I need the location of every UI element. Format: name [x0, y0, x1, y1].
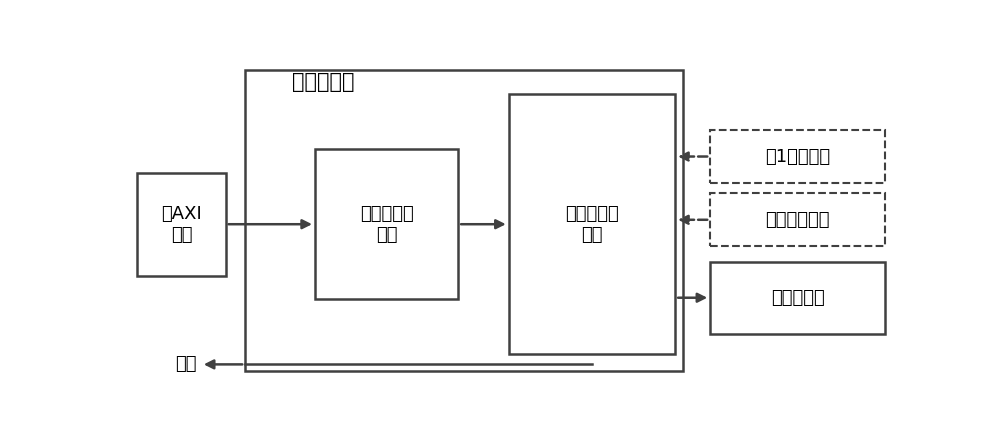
Text: 第一寄存器
单元: 第一寄存器 单元 [360, 205, 414, 244]
Bar [710, 262, 885, 333]
Text: 异常运行信号: 异常运行信号 [765, 211, 830, 229]
Text: 第1类传感器: 第1类传感器 [765, 147, 830, 166]
Bar [315, 149, 458, 299]
Bar [710, 130, 885, 183]
Text: 组合控制状
态机: 组合控制状 态机 [565, 205, 619, 244]
Text: 组合控制器: 组合控制器 [292, 72, 354, 92]
Bar [710, 194, 885, 246]
Bar [509, 94, 675, 354]
Bar [245, 71, 683, 371]
Text: 中断: 中断 [176, 355, 197, 373]
Bar [137, 173, 226, 275]
Text: 驱动控制器: 驱动控制器 [771, 289, 825, 307]
Text: 从AXI
接口: 从AXI 接口 [161, 205, 202, 244]
